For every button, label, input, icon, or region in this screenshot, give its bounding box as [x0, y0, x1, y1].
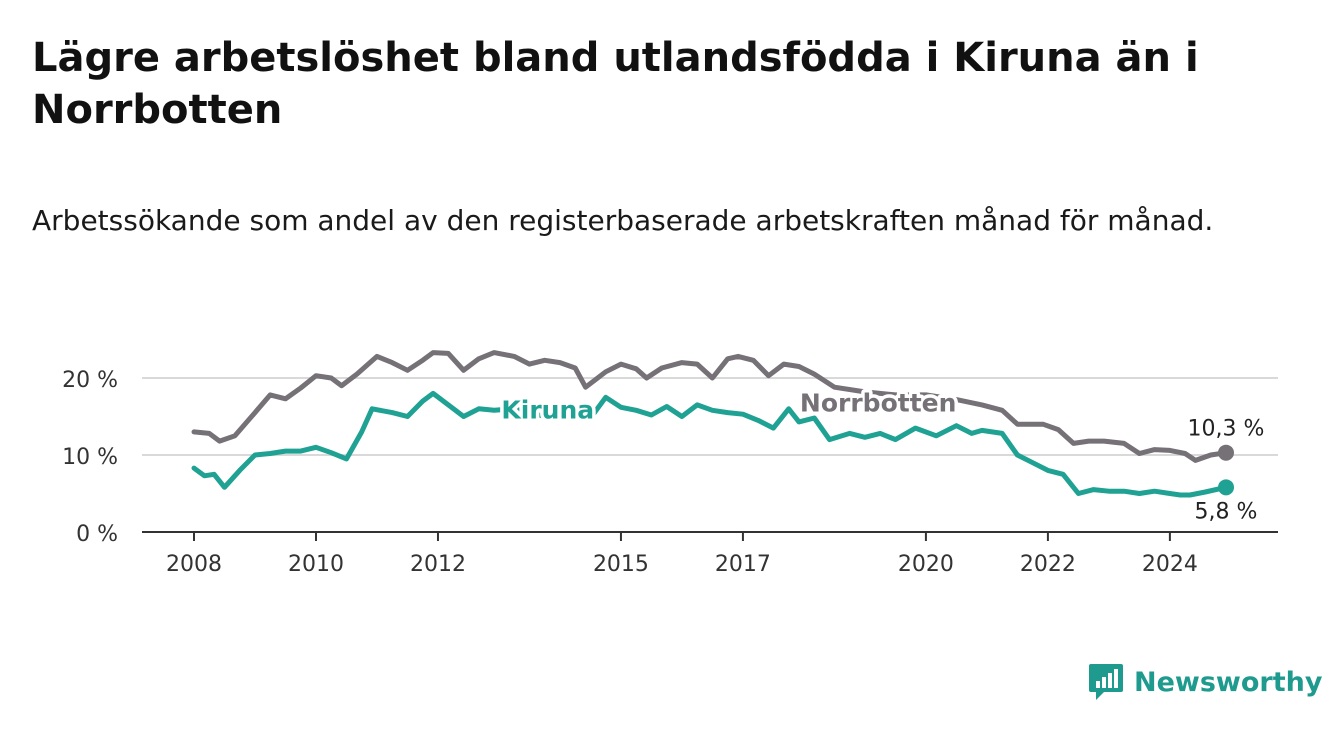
series-line-norrbotten	[191, 350, 1229, 463]
chart-subtitle: Arbetssökande som andel av den registerb…	[32, 204, 1214, 237]
brand: Newsworthy	[1088, 660, 1322, 704]
y-tick-label: 0 %	[76, 522, 118, 547]
y-tick-label: 10 %	[62, 445, 118, 470]
x-tick-label: 2024	[1142, 552, 1198, 577]
end-point-kiruna	[1218, 479, 1234, 496]
series-label-norrbotten: Norrbotten	[800, 389, 956, 418]
x-tick-label: 2012	[410, 552, 466, 577]
series-lines	[191, 350, 1234, 498]
chart-title: Lägre arbetslöshet bland utlandsfödda i …	[32, 35, 1199, 133]
series-label-kiruna: Kiruna	[501, 396, 594, 425]
x-tick-label: 2015	[593, 552, 649, 577]
x-tick-label: 2020	[898, 552, 954, 577]
series-line-kiruna	[191, 390, 1229, 498]
end-point-norrbotten	[1218, 444, 1234, 461]
y-axis-ticks: 0 % 10 % 20 %	[62, 368, 118, 547]
series-labels: 10,3 % 5,8 % Norrbotten Kiruna	[498, 385, 1265, 524]
x-tick-label: 2017	[715, 552, 771, 577]
x-tick-label: 2022	[1020, 552, 1076, 577]
brand-name: Newsworthy	[1134, 666, 1323, 698]
x-axis: 2008 2010 2012 2015 2017 2020 2022 2024	[142, 531, 1278, 577]
end-label-kiruna: 5,8 %	[1195, 499, 1258, 524]
x-tick-label: 2010	[288, 552, 344, 577]
x-tick-label: 2008	[166, 552, 222, 577]
newsworthy-logo-icon	[1089, 664, 1123, 700]
y-tick-label: 20 %	[62, 368, 118, 393]
end-label-norrbotten: 10,3 %	[1188, 417, 1265, 442]
